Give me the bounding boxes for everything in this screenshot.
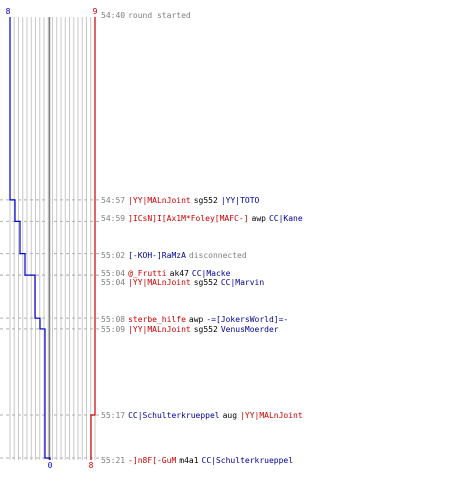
log-time: 54:40 (101, 11, 126, 20)
team-lines (9, 17, 96, 460)
bottom-right-count: 8 (89, 461, 94, 470)
killer-name: @_Frutti (128, 269, 167, 278)
victim-name: CC|Kane (268, 214, 303, 223)
killer-name: -]n8F[-GuM (128, 456, 177, 465)
blue-team-line (9, 17, 51, 460)
killer-name: |YY|MALnJoint (128, 196, 191, 205)
weapon-name: awp (251, 214, 266, 223)
victim-name: -=[JokersWorld]=- (206, 315, 289, 324)
log-entry: 54:57 |YY|MALnJoint sg552 |YY|TOTO (101, 196, 262, 206)
log-time: 55:21 (101, 456, 126, 465)
log-entry: 55:04 |YY|MALnJoint sg552 CC|Marvin (101, 278, 267, 288)
log-time: 54:59 (101, 214, 126, 223)
log-time: 54:57 (101, 196, 126, 205)
bottom-left-count: 0 (48, 461, 53, 470)
weapon-name: aug (222, 411, 238, 420)
red-team-line (90, 17, 96, 460)
log-entry: 55:09 |YY|MALnJoint sg552 VenusMoerder (101, 325, 282, 335)
log-time: 55:02 (101, 251, 126, 260)
log-entry: 55:02 [-KOH-]RaMzA disconnected (101, 251, 250, 261)
victim-name: CC|Marvin (220, 278, 265, 287)
killer-name: |YY|MALnJoint (128, 278, 191, 287)
log-entry: 55:17 CC|Schulterkrueppel aug |YY|MALnJoint (101, 411, 306, 421)
killer-name: ]ICsN]I[Ax1M*Foley[MAFC-] (128, 214, 249, 223)
killer-name: |YY|MALnJoint (128, 325, 191, 334)
weapon-name: sg552 (193, 325, 218, 334)
victim-name: |YY|TOTO (220, 196, 260, 205)
victim-name: VenusMoerder (220, 325, 279, 334)
chart-grid (9, 17, 96, 460)
killer-name: CC|Schulterkrueppel (128, 411, 220, 420)
victim-name: CC|Schulterkrueppel (201, 456, 294, 465)
log-time: 55:04 (101, 269, 126, 278)
log-entry: 55:04 @_Frutti ak47 CC|Macke (101, 269, 233, 279)
weapon-name: ak47 (169, 269, 189, 278)
log-entry: 54:59]ICsN]I[Ax1M*Foley[MAFC-] awp CC|Kane (101, 214, 306, 224)
top-right-count: 9 (93, 7, 98, 16)
log-time: 55:04 (101, 278, 126, 287)
player-name: [-KOH-]RaMzA (128, 251, 186, 260)
log-action: disconnected (188, 251, 247, 260)
weapon-name: sg552 (193, 196, 218, 205)
log-time: 55:17 (101, 411, 126, 420)
weapon-name: m4a1 (179, 456, 199, 465)
log-time: 55:08 (101, 315, 126, 324)
weapon-name: sg552 (193, 278, 218, 287)
weapon-name: awp (188, 315, 204, 324)
killer-name: sterbe_hilfe (128, 315, 186, 324)
player-count-chart: 8 9 0 8 (0, 7, 100, 470)
log-action: round started (128, 11, 191, 20)
log-entry: 55:21 -]n8F[-GuM m4a1 CC|Schulterkrueppel (101, 456, 296, 466)
top-left-count: 8 (6, 7, 11, 16)
log-time: 55:09 (101, 325, 126, 334)
victim-name: CC|Macke (191, 269, 231, 278)
log-entry: 54:40 round started (101, 11, 194, 21)
victim-name: |YY|MALnJoint (240, 411, 303, 420)
log-entry: 55:08 sterbe_hilfe awp -=[JokersWorld]=- (101, 315, 291, 325)
